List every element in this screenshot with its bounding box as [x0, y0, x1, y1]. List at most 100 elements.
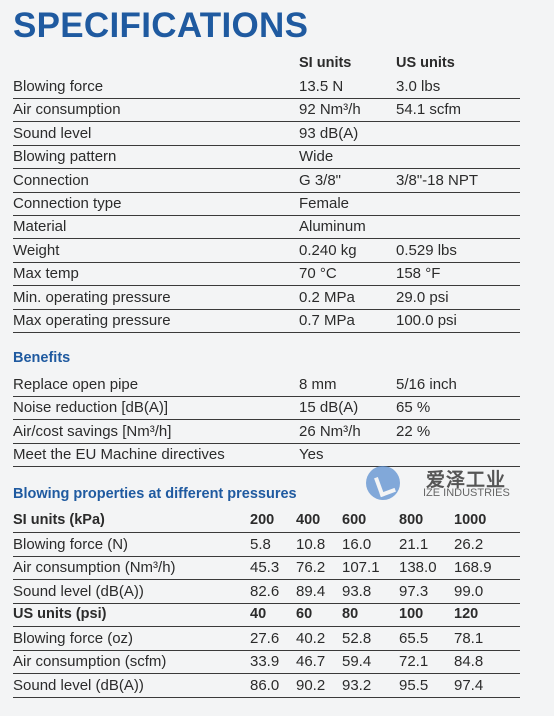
- benefit-label: Air/cost savings [Nm³/h]: [13, 422, 172, 440]
- ize-logo-icon: [366, 466, 400, 500]
- spec-label: Blowing force: [13, 78, 104, 95]
- benefit-label: Noise reduction [dB(A)]: [13, 399, 169, 417]
- properties-value: 93.2: [342, 676, 372, 694]
- benefit-row: Noise reduction [dB(A)] 15 dB(A) 65 %: [13, 396, 520, 421]
- benefit-label: Meet the EU Machine directives: [13, 446, 225, 464]
- properties-value: 97.3: [399, 582, 429, 600]
- properties-label: Sound level (dB(A)): [13, 676, 144, 694]
- spec-row: Blowing force 13.5 N 3.0 lbs: [13, 75, 520, 99]
- benefit-row: Air/cost savings [Nm³/h] 26 Nm³/h 22 %: [13, 420, 520, 444]
- properties-value: 80: [342, 606, 359, 622]
- properties-value: 107.1: [342, 559, 380, 576]
- spec-si-value: Wide: [299, 148, 334, 166]
- benefit-row: Replace open pipe 8 mm 5/16 inch: [13, 373, 520, 397]
- properties-label: Air consumption (scfm): [13, 653, 167, 670]
- properties-value: 93.8: [342, 582, 372, 600]
- properties-value: 1000: [454, 512, 487, 528]
- properties-value: 600: [342, 512, 367, 528]
- properties-value: 27.6: [250, 629, 280, 647]
- properties-value: 21.1: [399, 535, 429, 553]
- properties-value: 400: [296, 512, 321, 528]
- properties-value: 5.8: [250, 535, 271, 553]
- properties-value: 82.6: [250, 582, 280, 600]
- properties-value: 84.8: [454, 653, 484, 670]
- properties-value: 86.0: [250, 676, 280, 694]
- properties-value: 89.4: [296, 582, 326, 600]
- spec-row: Connection G 3/8" 3/8"-18 NPT: [13, 169, 520, 193]
- us-units-header: US units: [396, 55, 455, 71]
- properties-unit-header-row: SI units (kPa) 200 400 600 800 1000: [13, 509, 520, 533]
- spec-label: Connection: [13, 171, 89, 189]
- properties-value: 60: [296, 606, 313, 622]
- spec-us-value: 3/8"-18 NPT: [396, 171, 479, 189]
- spec-label: Weight: [13, 241, 60, 259]
- spec-label: Air consumption: [13, 101, 121, 119]
- spec-us-value: 29.0 psi: [396, 288, 449, 306]
- benefits-title: Benefits: [13, 350, 71, 366]
- benefit-row: Meet the EU Machine directives Yes: [13, 443, 520, 468]
- spec-si-value: 0.240 kg: [299, 241, 357, 259]
- spec-label: Max temp: [13, 265, 79, 283]
- properties-value: 90.2: [296, 676, 326, 694]
- ize-industries-logo: 爱泽工业 IZE INDUSTRIES: [366, 463, 516, 503]
- properties-value: 72.1: [399, 653, 429, 670]
- properties-value: 120: [454, 606, 479, 622]
- spec-us-value: 54.1 scfm: [396, 101, 462, 119]
- properties-value: 46.7: [296, 653, 326, 670]
- spec-si-value: 0.2 MPa: [299, 288, 355, 306]
- properties-value: 33.9: [250, 653, 280, 670]
- properties-label: Air consumption (Nm³/h): [13, 559, 176, 576]
- spec-si-value: 92 Nm³/h: [299, 101, 361, 119]
- properties-value: 65.5: [399, 629, 429, 647]
- properties-value: 40.2: [296, 629, 326, 647]
- spec-si-value: G 3/8": [299, 171, 342, 189]
- spec-label: Material: [13, 218, 67, 236]
- properties-value: 10.8: [296, 535, 326, 553]
- properties-value: 78.1: [454, 629, 484, 647]
- properties-value: 138.0: [399, 559, 437, 576]
- properties-value: 59.4: [342, 653, 372, 670]
- spec-row: Material Aluminum: [13, 215, 520, 240]
- properties-label: Blowing force (oz): [13, 629, 134, 647]
- spec-us-value: 0.529 lbs: [396, 241, 457, 259]
- spec-si-value: 70 °C: [299, 265, 337, 283]
- spec-label: Min. operating pressure: [13, 288, 171, 306]
- logo-english-name: IZE INDUSTRIES: [423, 487, 510, 499]
- spec-label: Sound level: [13, 124, 92, 142]
- spec-label: Connection type: [13, 195, 122, 212]
- spec-us-value: 100.0 psi: [396, 312, 457, 329]
- si-units-header: SI units: [299, 55, 352, 71]
- properties-row: Air consumption (Nm³/h) 45.3 76.2 107.1 138.…: [13, 556, 520, 580]
- blowing-properties-title: Blowing properties at different pressure…: [13, 486, 297, 502]
- spec-row: Blowing pattern Wide: [13, 145, 520, 170]
- spec-row: Max operating pressure 0.7 MPa 100.0 psi: [13, 309, 520, 333]
- spec-si-value: Aluminum: [299, 218, 366, 236]
- benefit-label: Replace open pipe: [13, 376, 139, 393]
- properties-row: Sound level (dB(A)) 86.0 90.2 93.2 95.5 97.4: [13, 674, 520, 698]
- benefit-us-value: 5/16 inch: [396, 376, 457, 393]
- spec-si-value: Female: [299, 195, 350, 212]
- spec-row: Weight 0.240 kg 0.529 lbs: [13, 239, 520, 263]
- properties-value: 45.3: [250, 559, 280, 576]
- properties-row: Blowing force (N) 5.8 10.8 16.0 21.1 26.2: [13, 533, 520, 557]
- benefit-si-value: 15 dB(A): [299, 399, 359, 417]
- properties-value: 100: [399, 606, 424, 622]
- properties-value: 26.2: [454, 535, 484, 553]
- spec-us-value: 158 °F: [396, 265, 441, 283]
- properties-value: 800: [399, 512, 424, 528]
- spec-si-value: 13.5 N: [299, 78, 344, 95]
- properties-value: 16.0: [342, 535, 372, 553]
- benefit-us-value: 65 %: [396, 399, 431, 417]
- benefit-si-value: 26 Nm³/h: [299, 422, 361, 440]
- properties-value: 200: [250, 512, 275, 528]
- properties-value: 52.8: [342, 629, 372, 647]
- spec-row: Max temp 70 °C 158 °F: [13, 262, 520, 287]
- properties-label: US units (psi): [13, 606, 107, 622]
- properties-value: 76.2: [296, 559, 326, 576]
- spec-row: Min. operating pressure 0.2 MPa 29.0 psi: [13, 286, 520, 310]
- properties-row: Sound level (dB(A)) 82.6 89.4 93.8 97.3 99.0: [13, 580, 520, 604]
- properties-label: Sound level (dB(A)): [13, 582, 144, 600]
- spec-si-value: 93 dB(A): [299, 124, 359, 142]
- properties-label: Blowing force (N): [13, 535, 129, 553]
- properties-row: Air consumption (scfm) 33.9 46.7 59.4 72.1 84…: [13, 650, 520, 674]
